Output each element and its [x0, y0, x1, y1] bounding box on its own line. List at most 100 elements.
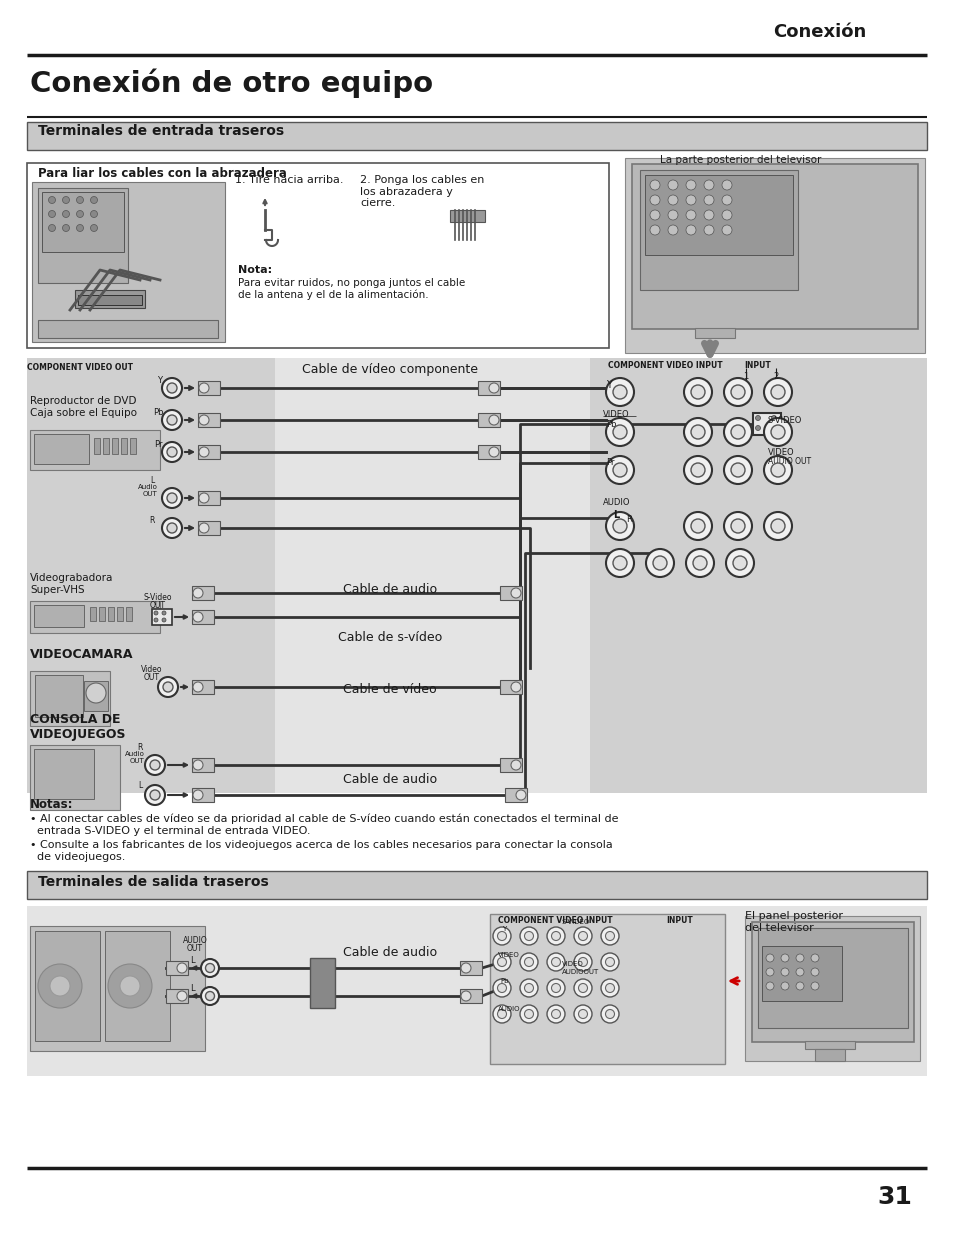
Text: S-VIDEO: S-VIDEO	[767, 416, 801, 425]
Text: L: L	[138, 781, 142, 790]
Circle shape	[771, 415, 776, 420]
Circle shape	[493, 1005, 511, 1023]
Text: Video: Video	[141, 664, 163, 674]
Bar	[804, 1041, 854, 1049]
Circle shape	[725, 550, 753, 577]
Circle shape	[613, 385, 626, 399]
Bar	[94, 438, 100, 454]
Bar	[504, 788, 526, 802]
Bar	[744, 916, 919, 1061]
Circle shape	[649, 180, 659, 190]
Circle shape	[685, 180, 696, 190]
Bar	[78, 295, 142, 305]
Bar	[35, 676, 83, 718]
Circle shape	[730, 519, 744, 534]
Circle shape	[489, 447, 498, 457]
Bar	[112, 438, 118, 454]
Bar	[90, 606, 96, 621]
Text: Cable de audio: Cable de audio	[342, 773, 436, 785]
Text: Cable de s-vídeo: Cable de s-vídeo	[337, 631, 441, 643]
Bar	[152, 609, 172, 625]
Circle shape	[153, 611, 158, 615]
Circle shape	[690, 519, 704, 534]
Circle shape	[86, 683, 106, 703]
Circle shape	[551, 957, 560, 967]
Text: OUT: OUT	[143, 492, 157, 496]
Circle shape	[810, 968, 818, 976]
Bar	[75, 290, 145, 308]
Text: AUDIO: AUDIO	[602, 498, 630, 508]
Circle shape	[76, 225, 84, 231]
Circle shape	[199, 493, 209, 503]
Circle shape	[763, 417, 791, 446]
Circle shape	[50, 976, 70, 995]
Circle shape	[524, 931, 533, 941]
Circle shape	[199, 447, 209, 457]
Circle shape	[193, 760, 203, 769]
Circle shape	[685, 550, 713, 577]
Text: Nota:: Nota:	[237, 266, 272, 275]
Text: Pr: Pr	[605, 458, 614, 467]
Bar	[751, 923, 913, 1042]
Text: VIDEOCAMARA: VIDEOCAMARA	[30, 648, 133, 661]
Circle shape	[519, 1005, 537, 1023]
Text: Cable de vídeo componente: Cable de vídeo componente	[302, 363, 477, 375]
Bar	[121, 438, 127, 454]
Bar	[589, 358, 926, 793]
Text: AUDIO: AUDIO	[182, 936, 207, 945]
Circle shape	[613, 425, 626, 438]
Circle shape	[524, 957, 533, 967]
Bar	[752, 412, 781, 435]
Text: Y: Y	[157, 375, 162, 385]
Circle shape	[703, 195, 713, 205]
Text: La parte posterior del televisor: La parte posterior del televisor	[659, 156, 821, 165]
Circle shape	[162, 618, 166, 622]
Circle shape	[721, 225, 731, 235]
Bar	[814, 1049, 844, 1061]
Circle shape	[49, 225, 55, 231]
Circle shape	[730, 463, 744, 477]
Bar	[32, 182, 225, 342]
Bar	[192, 610, 213, 624]
Circle shape	[574, 953, 592, 971]
Circle shape	[810, 953, 818, 962]
Bar	[130, 438, 136, 454]
Text: R: R	[150, 516, 154, 525]
Circle shape	[645, 550, 673, 577]
Circle shape	[732, 556, 746, 571]
Circle shape	[605, 1009, 614, 1019]
Text: Pb: Pb	[499, 978, 508, 984]
Circle shape	[649, 210, 659, 220]
Circle shape	[667, 210, 678, 220]
Text: Audio: Audio	[138, 484, 158, 490]
Circle shape	[605, 513, 634, 540]
Text: AUDIO: AUDIO	[497, 1007, 520, 1011]
Circle shape	[683, 417, 711, 446]
Circle shape	[781, 968, 788, 976]
Circle shape	[605, 983, 614, 993]
Bar	[459, 961, 481, 974]
Circle shape	[605, 417, 634, 446]
Circle shape	[193, 790, 203, 800]
Bar	[27, 122, 926, 149]
Circle shape	[199, 383, 209, 393]
Circle shape	[145, 785, 165, 805]
Circle shape	[201, 987, 219, 1005]
Circle shape	[649, 195, 659, 205]
Circle shape	[730, 385, 744, 399]
Circle shape	[63, 196, 70, 204]
Circle shape	[163, 682, 172, 692]
Circle shape	[730, 425, 744, 438]
Circle shape	[574, 927, 592, 945]
Circle shape	[497, 983, 506, 993]
Circle shape	[795, 982, 803, 990]
Circle shape	[667, 225, 678, 235]
Circle shape	[546, 953, 564, 971]
Circle shape	[193, 588, 203, 598]
Circle shape	[49, 196, 55, 204]
Text: Para liar los cables con la abrazadera: Para liar los cables con la abrazadera	[38, 167, 287, 180]
Bar	[761, 946, 841, 1002]
Bar	[30, 926, 205, 1051]
Bar	[198, 492, 220, 505]
Circle shape	[150, 790, 160, 800]
